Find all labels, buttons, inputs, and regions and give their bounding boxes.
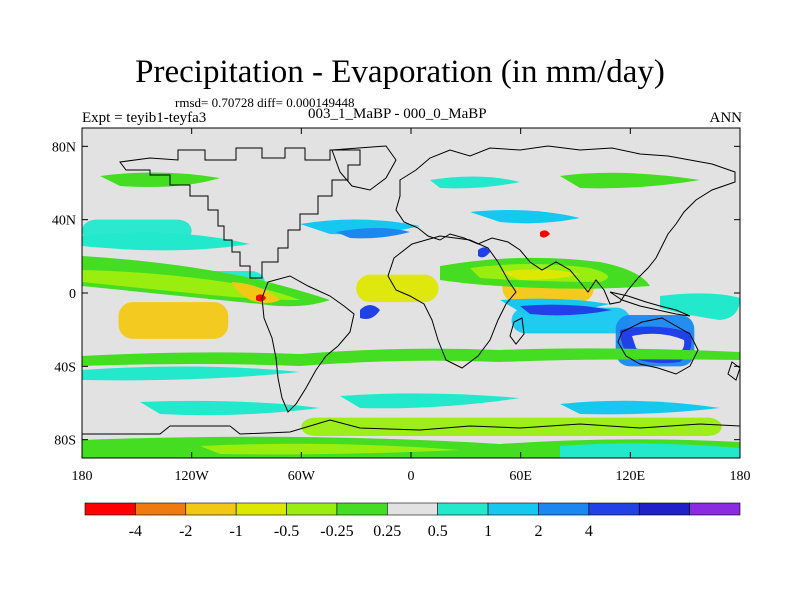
colorbar-label: -0.5 — [274, 523, 299, 540]
field-contour-28 — [540, 230, 550, 238]
y-tick-label: 80N — [52, 140, 76, 155]
field-contour-23 — [100, 172, 220, 187]
stats-label: rmsd= 0.70728 diff= 0.000149448 — [175, 95, 355, 110]
colorbar: -4 -2 -1 -0.5 -0.25 0.25 0.5 1 2 4 — [84, 502, 741, 540]
field-contour-26 — [360, 305, 380, 319]
x-tick-label: 180 — [72, 469, 93, 484]
field-contour-24 — [430, 176, 520, 189]
chart-title: Precipitation - Evaporation (in mm/day) — [135, 54, 665, 90]
colorbar-label: 0.5 — [428, 523, 448, 540]
x-tick-label: 120E — [616, 469, 646, 484]
coastline-north-america — [119, 147, 361, 279]
colorbar-label: 0.25 — [373, 523, 401, 540]
x-tick-label: 60E — [509, 469, 532, 484]
field-layer — [82, 172, 740, 458]
coastline-layer — [82, 145, 740, 435]
coastline-antarctica — [82, 419, 740, 435]
colorbar-bin — [689, 502, 741, 516]
colorbar-bin — [336, 502, 388, 516]
y-tick-label: 40S — [54, 360, 76, 375]
field-contour-21 — [200, 443, 460, 455]
y-tick-label: 40N — [52, 214, 76, 229]
coastline-madagascar — [509, 317, 525, 345]
colorbar-label: 4 — [585, 523, 593, 540]
field-contour-29 — [478, 247, 490, 258]
field-contour-14 — [660, 293, 740, 320]
y-tick-label: 80S — [54, 434, 76, 449]
field-contour-25 — [560, 172, 700, 189]
y-tick-label: 0 — [69, 287, 76, 302]
colorbar-bin — [185, 502, 237, 516]
field-contour-16 — [82, 366, 300, 381]
coastline-eurasia — [395, 145, 736, 305]
x-tick-label: 0 — [408, 469, 415, 484]
field-contour-11 — [520, 304, 612, 316]
field-contour-3 — [82, 232, 250, 251]
coastline-greenland — [331, 145, 397, 191]
colorbar-label: -0.25 — [320, 523, 353, 540]
colorbar-bin — [437, 502, 489, 516]
coastline-africa — [387, 235, 517, 369]
field-patch-equatorial-atlantic-deficit — [356, 274, 439, 303]
field-contour-6 — [470, 210, 580, 224]
x-tick-label: 120W — [175, 469, 210, 484]
field-contour-15 — [82, 348, 740, 366]
colorbar-bin — [135, 502, 187, 516]
colorbar-label: -4 — [129, 523, 142, 540]
colorbar-bin — [638, 502, 690, 516]
axes-layer: 180 120W 60W 0 60E 120E 180 80N 40N 0 40S 80S — [52, 128, 751, 484]
field-patch-southern-ocean-deficit — [301, 417, 722, 436]
colorbar-bin — [84, 502, 136, 516]
field-contour-9 — [500, 269, 580, 280]
coastline-indonesia — [609, 291, 691, 317]
field-contour-17 — [140, 400, 320, 416]
colorbar-label: -1 — [229, 523, 242, 540]
field-contour-18 — [340, 393, 520, 409]
colorbar-label: -2 — [179, 523, 192, 540]
x-tick-label: 60W — [288, 469, 316, 484]
x-tick-label: 180 — [730, 469, 751, 484]
colorbar-bin — [387, 502, 438, 516]
coastline-south-america — [261, 275, 355, 413]
experiment-label: Expt = teyib1-teyfa3 — [82, 110, 207, 126]
colorbar-bin — [286, 502, 338, 516]
field-contour-22 — [560, 443, 740, 458]
field-contour-5 — [336, 228, 410, 239]
field-contour-2 — [232, 282, 280, 303]
field-contour-27 — [256, 294, 266, 302]
season-label: ANN — [709, 110, 743, 126]
coastline-australia — [617, 317, 699, 375]
colorbar-bin — [235, 502, 287, 516]
colorbar-label: 2 — [534, 523, 542, 540]
colorbar-label: 1 — [484, 523, 492, 540]
colorbar-bin — [588, 502, 640, 516]
chart-subtitle: 003_1_MaBP - 000_0_MaBP — [308, 106, 487, 122]
colorbar-bin — [487, 502, 539, 516]
field-patch-equatorial-pacific-deficit — [118, 302, 229, 339]
field-contour-19 — [560, 400, 720, 415]
colorbar-bin — [538, 502, 590, 516]
